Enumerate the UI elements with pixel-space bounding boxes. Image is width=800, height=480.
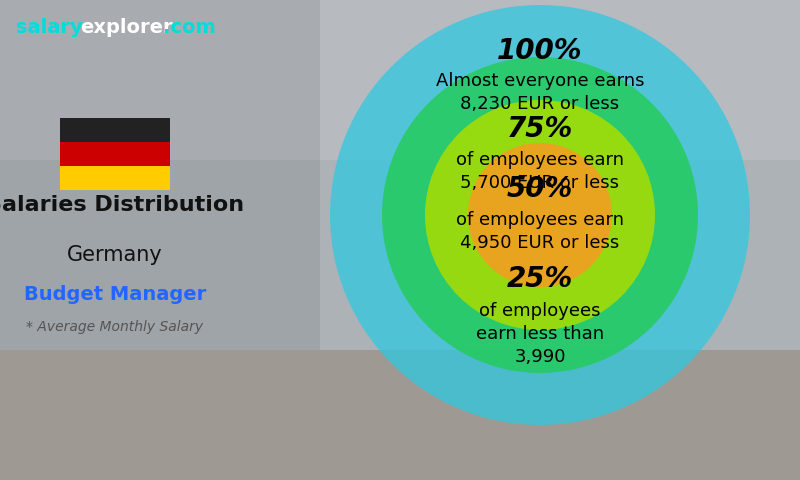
Text: of employees earn
4,950 EUR or less: of employees earn 4,950 EUR or less xyxy=(456,211,624,252)
Text: Budget Manager: Budget Manager xyxy=(24,285,206,304)
Circle shape xyxy=(330,5,750,425)
Bar xyxy=(60,166,170,190)
Text: 50%: 50% xyxy=(507,175,573,203)
Text: 25%: 25% xyxy=(507,265,573,293)
Circle shape xyxy=(382,57,698,373)
Text: Salaries Distribution: Salaries Distribution xyxy=(0,195,244,215)
Text: salary: salary xyxy=(16,18,82,37)
Text: Almost everyone earns
8,230 EUR or less: Almost everyone earns 8,230 EUR or less xyxy=(436,72,644,113)
Text: * Average Monthly Salary: * Average Monthly Salary xyxy=(26,320,203,334)
Text: explorer: explorer xyxy=(80,18,173,37)
Circle shape xyxy=(468,143,612,287)
Circle shape xyxy=(425,100,655,330)
Bar xyxy=(60,142,170,166)
Bar xyxy=(60,118,170,142)
Text: .com: .com xyxy=(163,18,216,37)
Text: of employees
earn less than
3,990: of employees earn less than 3,990 xyxy=(476,302,604,366)
Text: of employees earn
5,700 EUR or less: of employees earn 5,700 EUR or less xyxy=(456,151,624,192)
Text: Germany: Germany xyxy=(67,245,163,265)
Text: 75%: 75% xyxy=(507,115,573,143)
Text: 100%: 100% xyxy=(498,37,582,65)
